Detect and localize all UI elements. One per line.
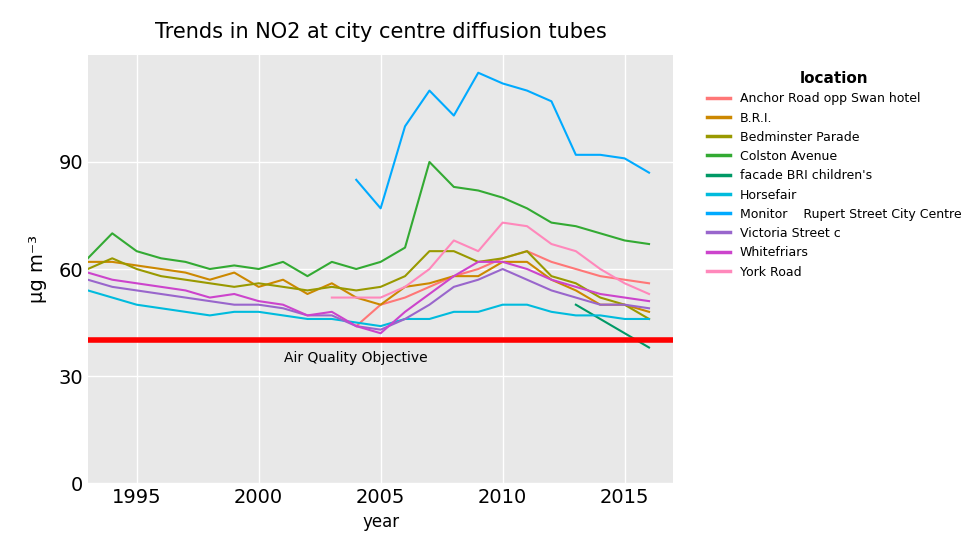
Title: Trends in NO2 at city centre diffusion tubes: Trends in NO2 at city centre diffusion t… [155, 22, 606, 42]
X-axis label: year: year [362, 513, 399, 530]
Text: Air Quality Objective: Air Quality Objective [284, 351, 428, 365]
Y-axis label: μg m⁻³: μg m⁻³ [28, 235, 47, 303]
Legend: Anchor Road opp Swan hotel, B.R.I., Bedminster Parade, Colston Avenue, facade BR: Anchor Road opp Swan hotel, B.R.I., Bedm… [697, 61, 971, 289]
